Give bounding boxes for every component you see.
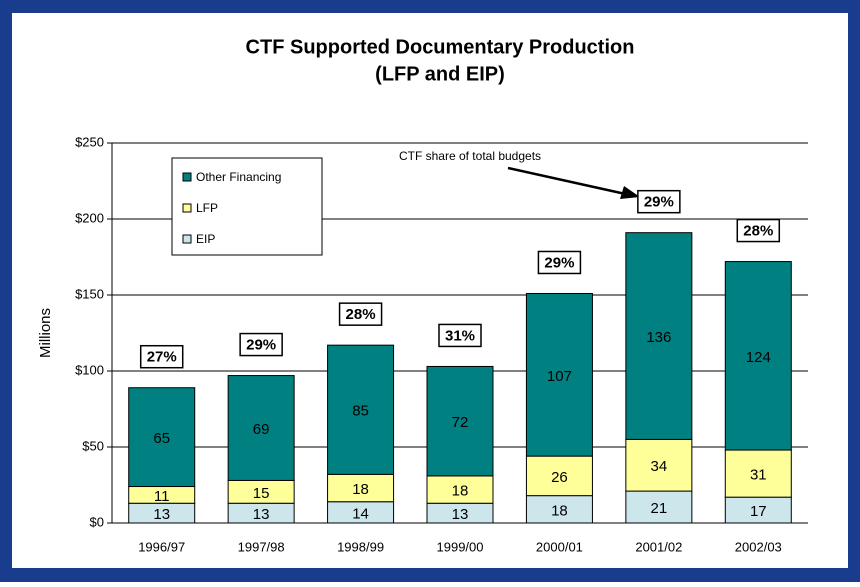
share-label: 31% [445,327,475,344]
share-box [736,218,781,243]
y-axis-label: Millions [37,308,54,358]
annotation: CTF share of total budgets [399,149,541,163]
data-label: 17 [750,503,767,520]
y-tick-label: $0 [90,514,104,529]
bar-segment [426,475,494,504]
annotation-arrow [507,166,631,197]
share-label: 29% [544,254,574,271]
share-label: 28% [743,223,773,240]
x-tick-label: 1997/98 [238,539,285,554]
y-tick-label: $200 [75,210,104,225]
legend-label: Other Financing [196,170,281,184]
legend-swatch [182,203,192,213]
bar-segment [625,438,693,492]
data-label: 18 [452,483,469,500]
chart-subtitle: (LFP and EIP) [375,63,505,85]
chart-title: CTF Supported Documentary Production [246,36,635,58]
data-label: 34 [651,458,668,475]
bar-segment [128,387,196,488]
legend-box [171,157,323,256]
data-label: 18 [352,481,369,498]
data-label: 31 [750,467,767,484]
share-label: 28% [346,306,376,323]
x-tick-label: 2002/03 [735,539,782,554]
arrow-head [620,186,640,199]
data-label: 21 [651,500,668,517]
data-label: 11 [154,488,170,505]
x-tick-label: 2000/01 [536,539,583,554]
legend-swatch [182,234,192,244]
data-label: 136 [646,329,671,346]
legend-label: EIP [196,232,215,246]
data-label: 124 [746,349,771,366]
share-box [438,323,482,348]
legend-label: LFP [196,201,218,215]
data-label: 18 [551,502,568,519]
bar-segment [426,365,494,477]
data-label: 26 [551,469,568,486]
share-label: 29% [246,337,276,354]
bar-segment [525,292,593,457]
bar-segment [525,455,593,497]
y-tick-label: $250 [75,134,104,149]
share-label: 29% [644,194,674,211]
share-box [637,189,681,214]
data-label: 72 [452,414,469,431]
y-tick-label: $100 [75,362,104,377]
bar-segment [625,232,693,440]
data-label: 15 [253,485,270,502]
y-tick-label: $150 [75,286,104,301]
x-tick-label: 2001/02 [635,539,682,554]
bar-segment [625,490,693,524]
share-label: 27% [147,349,177,366]
bar-segment [724,261,792,451]
y-tick-label: $50 [82,438,104,453]
data-label: 69 [253,421,270,438]
bar-segment [227,375,295,481]
bar-segment [525,495,593,524]
bar-segment [327,473,395,503]
bar-segment [724,496,792,524]
share-box [338,302,383,326]
data-label: 107 [547,368,572,385]
data-label: 85 [352,403,369,420]
share-box [537,250,582,275]
x-tick-label: 1996/97 [138,539,185,554]
bar-segment [327,344,395,475]
share-box [239,332,283,357]
data-label: 13 [253,506,270,523]
data-label: 13 [452,506,469,523]
data-label: 13 [153,506,170,523]
data-label: 65 [153,430,170,447]
legend-swatch [182,172,192,182]
data-label: 14 [352,505,369,522]
bar-segment [724,449,792,498]
x-tick-label: 1999/00 [437,539,484,554]
x-tick-label: 1998/99 [337,539,384,554]
share-box [139,344,184,369]
